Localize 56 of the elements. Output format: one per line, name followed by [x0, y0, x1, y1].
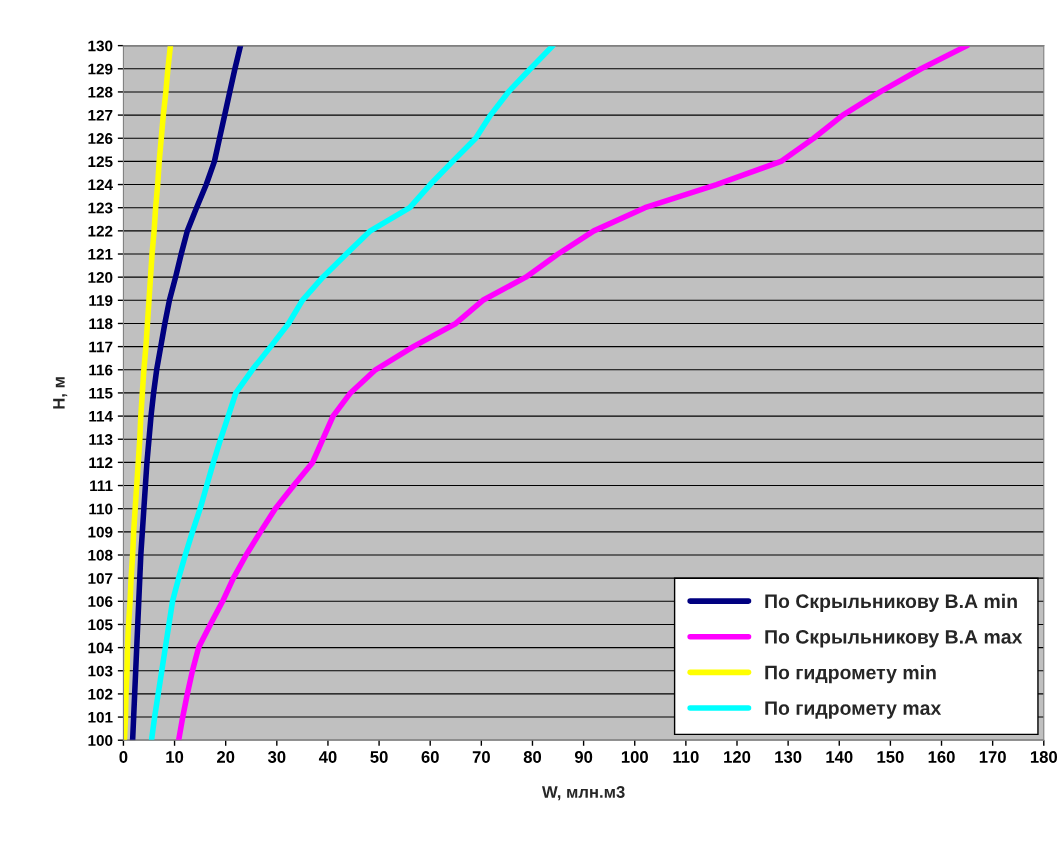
- x-tick-label: 160: [928, 751, 955, 763]
- x-tick-label: 150: [877, 751, 904, 763]
- x-tick-label: 120: [724, 751, 751, 763]
- y-tick-label: 104: [88, 642, 113, 654]
- x-tick-label: 170: [979, 751, 1006, 763]
- y-tick-label: 109: [88, 526, 113, 538]
- x-tick-label: 180: [1030, 751, 1058, 763]
- y-tick-label: 100: [88, 735, 113, 746]
- y-tick-label: 127: [88, 109, 113, 121]
- x-tick-label: 30: [267, 751, 286, 763]
- x-tick-label: 60: [421, 751, 439, 763]
- y-tick-label: 114: [89, 411, 113, 422]
- legend-label: По гидромету min: [765, 665, 936, 684]
- y-tick-label: 120: [88, 272, 113, 283]
- y-tick-label: 128: [88, 86, 113, 98]
- y-tick-label: 103: [88, 665, 113, 677]
- y-tick-label: 122: [88, 225, 113, 237]
- y-tick-label: 130: [88, 40, 113, 52]
- x-tick-label: 140: [826, 751, 853, 763]
- y-tick-label: 101: [88, 711, 113, 723]
- y-tick-label: 102: [88, 688, 113, 700]
- x-tick-label: 0: [119, 751, 128, 763]
- y-tick-label: 129: [88, 63, 113, 75]
- y-tick-label: 126: [88, 133, 113, 144]
- y-tick-label: 105: [88, 619, 113, 631]
- y-tick-label: 106: [88, 596, 113, 607]
- y-tick-label: 124: [88, 179, 113, 191]
- y-tick-label: 113: [89, 434, 113, 445]
- x-tick-label: 70: [472, 751, 490, 763]
- y-tick-label: 107: [88, 573, 113, 584]
- y-tick-label: 121: [88, 248, 113, 260]
- y-tick-label: 125: [88, 156, 113, 168]
- y-tick-label: 112: [89, 457, 113, 468]
- y-tick-label: 119: [89, 295, 113, 306]
- legend-label: По Скрыльникову В.А min: [765, 593, 1017, 612]
- legend-label: По гидромету max: [765, 701, 942, 719]
- legend-label: По Скрыльникову В.А max: [765, 629, 1023, 648]
- x-tick-label: 40: [318, 751, 337, 763]
- y-tick-label: 118: [89, 318, 113, 330]
- x-tick-label: 10: [166, 751, 184, 763]
- x-tick-label: 110: [673, 751, 699, 763]
- y-tick-label: 110: [89, 503, 113, 515]
- x-axis-title: W, млн.м3: [541, 786, 625, 801]
- y-tick-label: 117: [89, 341, 113, 353]
- y-tick-label: 123: [88, 202, 113, 214]
- x-tick-label: 50: [370, 751, 388, 763]
- y-axis-title: H, м: [53, 377, 68, 409]
- x-tick-label: 80: [523, 751, 542, 763]
- y-tick-label: 116: [89, 364, 113, 376]
- x-tick-label: 130: [775, 751, 802, 763]
- y-tick-label: 108: [88, 549, 113, 561]
- x-tick-label: 20: [217, 751, 235, 763]
- y-tick-label: 115: [89, 387, 113, 399]
- x-tick-label: 90: [574, 751, 593, 763]
- y-tick-label: 111: [90, 480, 113, 492]
- x-tick-label: 100: [621, 751, 648, 763]
